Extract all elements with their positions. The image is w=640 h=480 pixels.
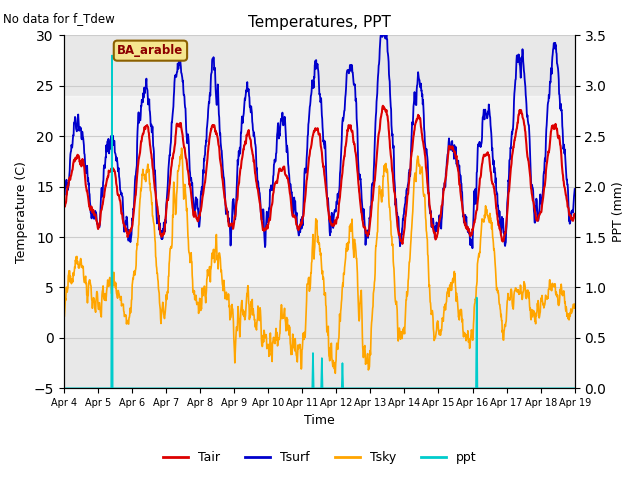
Y-axis label: PPT (mm): PPT (mm) [612,181,625,242]
Y-axis label: Temperature (C): Temperature (C) [15,161,28,263]
Text: BA_arable: BA_arable [117,44,184,57]
Text: No data for f_Tdew: No data for f_Tdew [3,12,115,25]
Bar [63,96,575,288]
Title: Temperatures, PPT: Temperatures, PPT [248,15,390,30]
Legend: Tair, Tsurf, Tsky, ppt: Tair, Tsurf, Tsky, ppt [158,446,482,469]
X-axis label: Time: Time [304,414,335,427]
